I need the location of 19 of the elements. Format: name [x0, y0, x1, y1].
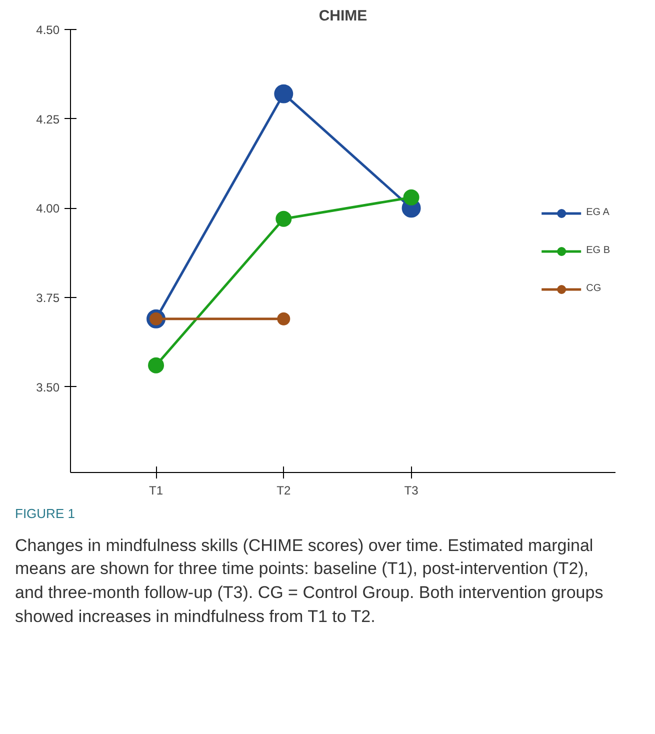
y-tick-label: 4.50	[36, 23, 60, 37]
legend-label: EG B	[586, 245, 610, 256]
y-tick-label: 3.50	[36, 380, 60, 394]
y-tick-label: 3.75	[36, 290, 60, 305]
x-tick-label: T1	[149, 484, 164, 498]
y-tick-label: 4.00	[36, 202, 60, 216]
legend-label: CG	[586, 283, 602, 294]
legend-label: EG A	[586, 207, 610, 218]
point	[277, 312, 290, 326]
chart-title: CHIME	[318, 8, 368, 24]
point	[276, 210, 292, 227]
point	[148, 357, 164, 374]
point	[403, 189, 420, 206]
y-tick-label: 4.25	[36, 112, 60, 126]
x-tick-label: T3	[404, 484, 419, 498]
text: Changes in mindfulness skills (CHIME scores) over time. Estimated marginal means are shown for three time points: baseline (T1), post-intervention (T2), and three-month follow-up (T3). CG = Control Group. Both intervention groups showed increases in mindfulness from T1 to T2.	[15, 534, 604, 628]
point	[274, 84, 294, 104]
x-tick-label: T2	[276, 484, 291, 498]
caption: FIGURE 1	[15, 505, 75, 523]
